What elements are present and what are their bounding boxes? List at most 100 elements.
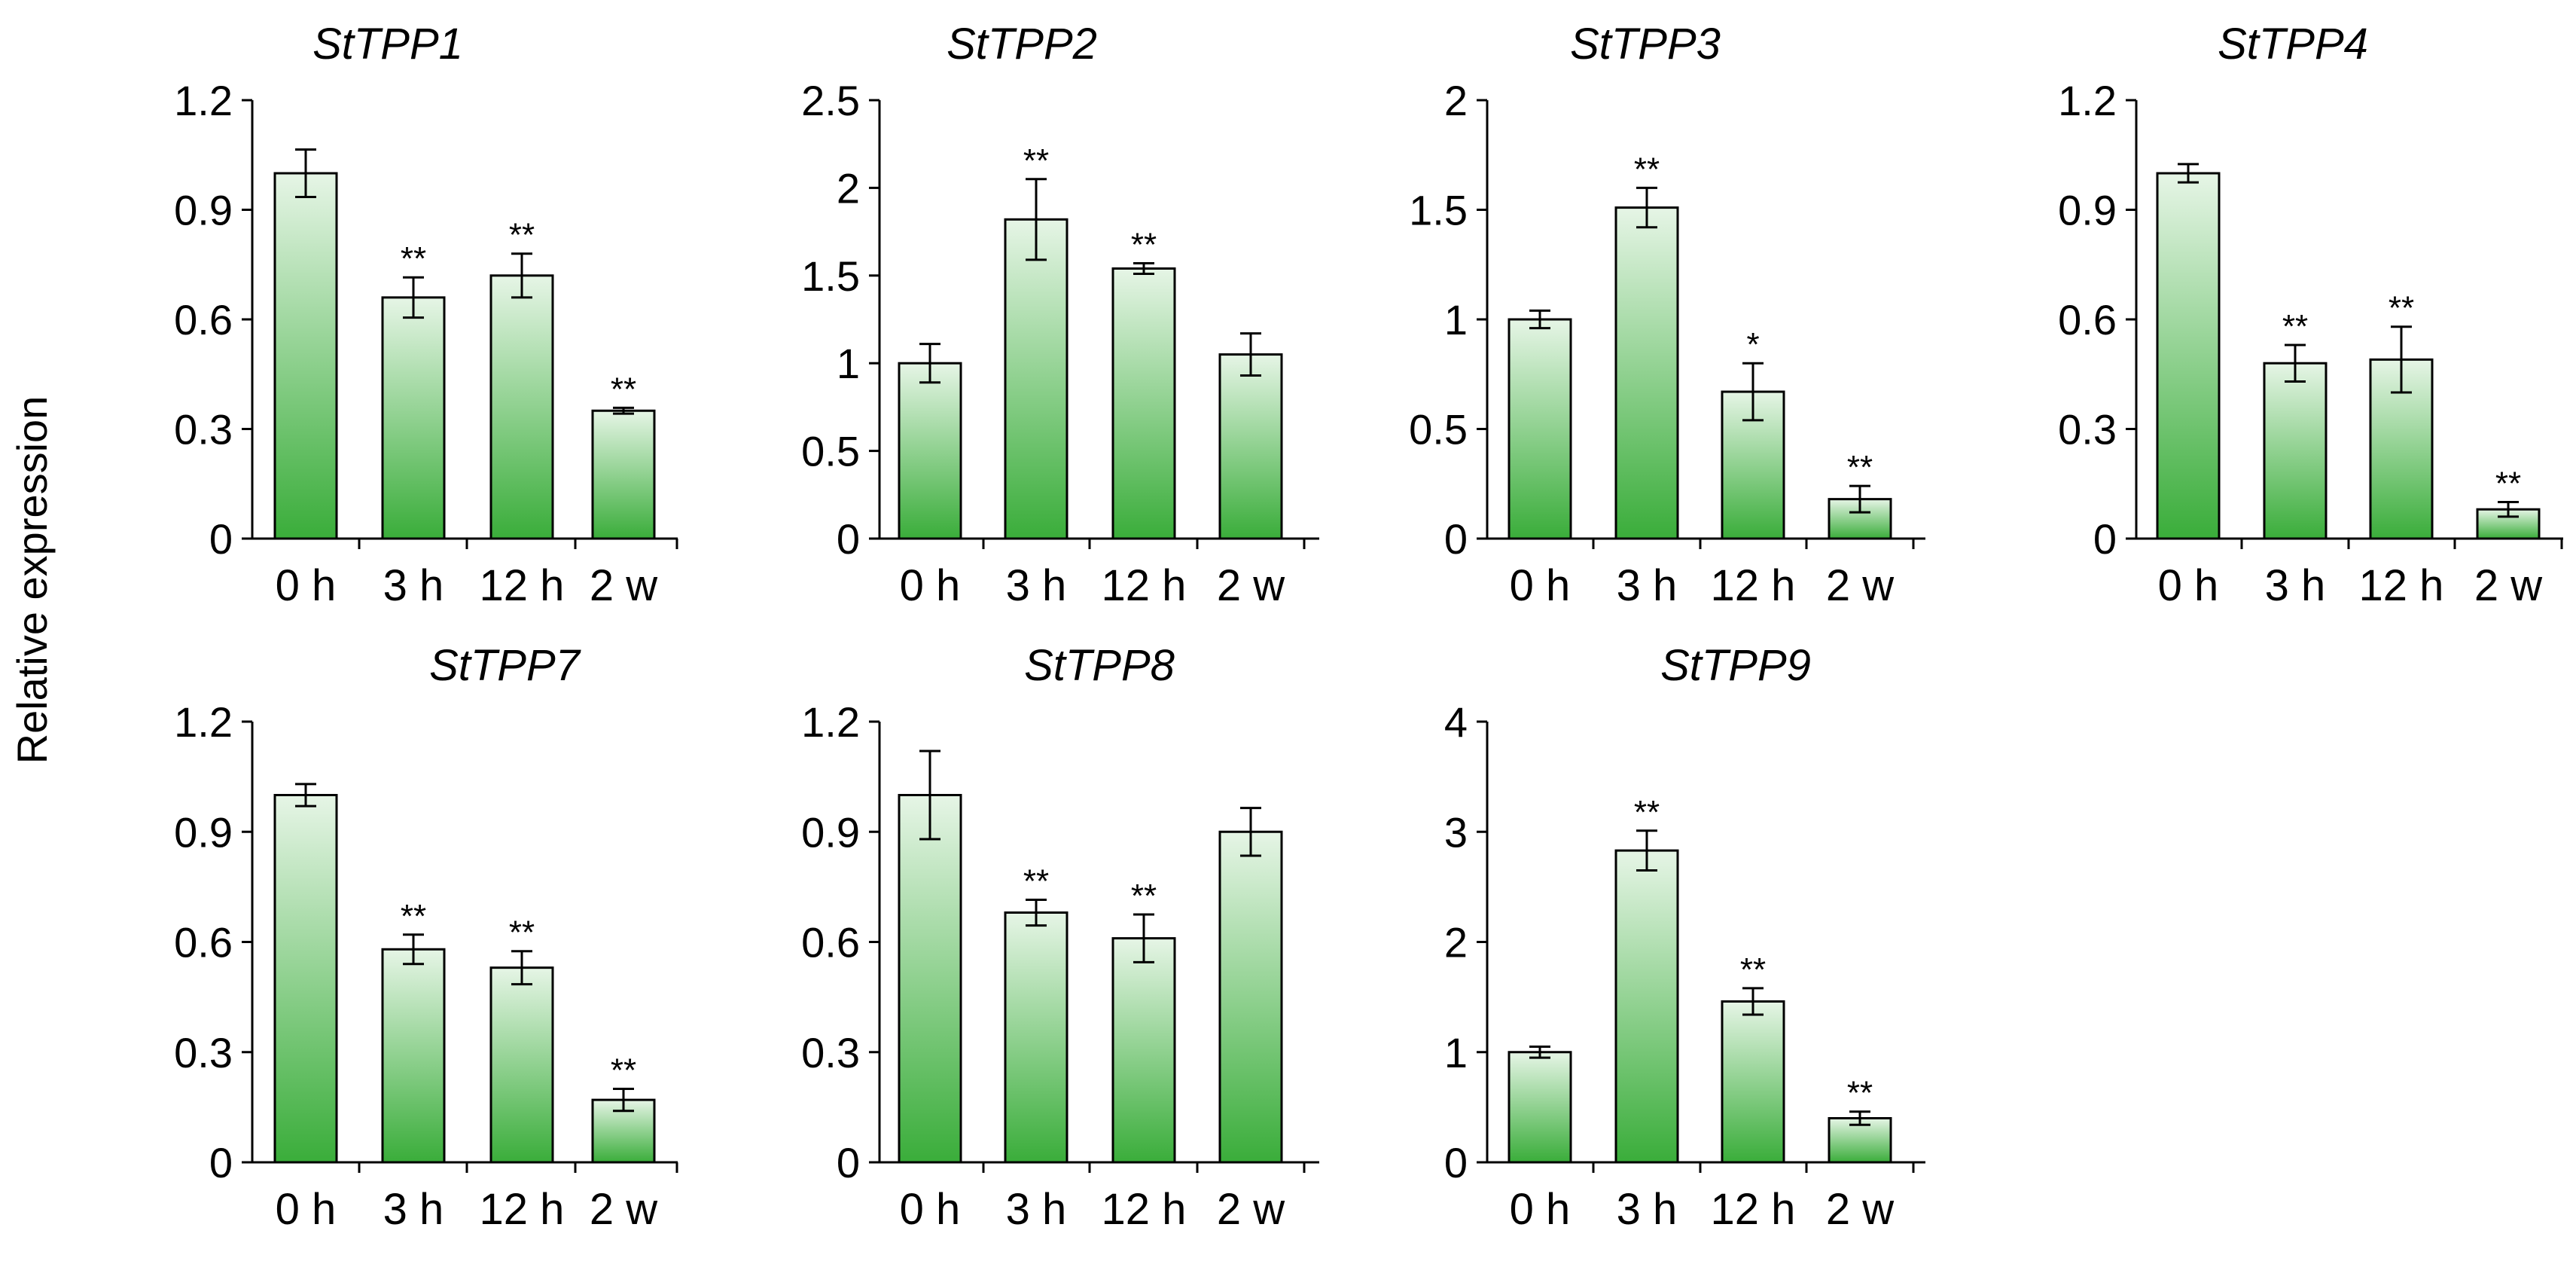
x-category-label: 2 w [2474,561,2543,610]
x-category-label: 2 w [590,1185,658,1234]
y-tick-label: 0.3 [801,1029,860,1076]
bar-3h [1614,206,1679,540]
y-tick-label: 4 [1444,698,1468,746]
y-tick-label: 0.5 [1409,406,1468,453]
y-tick-label: 0.3 [174,406,233,453]
bar-12h [1111,267,1176,540]
y-tick-label: 2 [1444,77,1468,124]
significance-label: ** [611,1052,636,1089]
x-category-label: 12 h [1102,561,1187,610]
significance-label: ** [1847,1075,1873,1112]
y-tick-label: 0.9 [2058,187,2117,234]
y-tick-label: 0.5 [801,428,860,475]
bar-12h [489,274,554,540]
bar-0h [1507,318,1572,540]
y-tick-label: 0 [1444,515,1468,563]
x-category-label: 12 h [2359,561,2444,610]
bar-12h [489,966,554,1164]
x-category-label: 12 h [1102,1185,1187,1234]
y-tick-label: 0.6 [174,296,233,343]
x-category-label: 2 w [1217,1185,1285,1234]
significance-label: ** [509,217,535,254]
bar-12h [1721,1000,1785,1164]
y-axis-label: Relative expression [8,396,56,765]
bar-3h [381,948,446,1164]
x-category-label: 0 h [2158,561,2219,610]
y-tick-label: 0 [209,1139,233,1186]
significance-label: ** [1634,794,1660,831]
y-tick-label: 0.6 [174,919,233,966]
x-category-label: 2 w [1217,561,1285,610]
x-category-label: 0 h [276,561,337,610]
significance-label: ** [2389,290,2414,327]
chart-panel-StTPP9: StTPP9 0 1 2 3 4 0 h ** 3 h ** 12 h ** 2 w [1444,641,1925,1234]
chart-panel-StTPP4: StTPP4 0 0.3 0.6 0.9 1.2 0 h ** 3 h ** 12 h ** 2 w [2058,20,2563,610]
bar-3h [381,296,446,540]
significance-label: ** [1023,142,1049,179]
significance-label: * [1746,326,1759,363]
panel-title: StTPP7 [429,641,582,690]
y-tick-label: 1.2 [2058,77,2117,124]
significance-label: ** [401,240,426,277]
chart-panel-StTPP7: StTPP7 0 0.3 0.6 0.9 1.2 0 h ** 3 h ** 12 h ** 2 w [174,641,678,1234]
x-category-label: 3 h [383,561,444,610]
chart-panel-StTPP8: StTPP8 0 0.3 0.6 0.9 1.2 0 h ** 3 h ** 12 h 2 w [801,641,1319,1234]
y-tick-label: 0 [209,515,233,563]
panel-title: StTPP2 [947,20,1097,69]
x-category-label: 2 w [590,561,658,610]
panel-title: StTPP3 [1570,20,1721,69]
x-category-label: 0 h [276,1185,337,1234]
significance-label: ** [1847,449,1873,486]
bar-3h [1614,849,1679,1164]
x-category-label: 2 w [1826,1185,1895,1234]
y-tick-label: 0.9 [801,808,860,856]
y-tick-label: 0.9 [174,187,233,234]
bar-0h [2156,172,2221,540]
x-category-label: 12 h [480,561,565,610]
x-category-label: 0 h [1510,561,1571,610]
bar-3h [1004,911,1069,1164]
panel-title: StTPP8 [1024,641,1175,690]
y-tick-label: 0.6 [2058,296,2117,343]
y-tick-label: 0 [837,515,860,563]
y-tick-label: 1 [1444,1029,1468,1076]
bar-0h [273,794,338,1164]
x-category-label: 0 h [1510,1185,1571,1234]
y-tick-label: 0.3 [174,1029,233,1076]
panel-title: StTPP4 [2218,20,2368,69]
panel-title: StTPP9 [1660,641,1811,690]
bar-2w [591,409,656,540]
y-tick-label: 1.5 [801,252,860,300]
x-category-label: 2 w [1826,561,1895,610]
x-category-label: 12 h [1711,1185,1796,1234]
significance-label: ** [2282,308,2308,345]
bar-0h [273,172,338,540]
significance-label: ** [401,898,426,935]
y-tick-label: 2 [837,164,860,212]
bar-0h [1507,1051,1572,1164]
chart-panel-StTPP2: StTPP2 0 0.5 1 1.5 2 2.5 0 h ** 3 h ** 12 h 2 w [801,20,1319,610]
y-tick-label: 2 [1444,919,1468,966]
y-tick-label: 1 [837,340,860,387]
x-category-label: 0 h [900,1185,961,1234]
bar-2w [1218,353,1283,540]
y-tick-label: 1 [1444,296,1468,343]
bar-3h [1004,218,1069,540]
significance-label: ** [1023,862,1049,899]
x-category-label: 3 h [1006,1185,1067,1234]
significance-label: ** [1131,878,1157,914]
x-category-label: 3 h [1006,561,1067,610]
significance-label: ** [1740,951,1766,988]
panel-title: StTPP1 [312,20,463,69]
y-tick-label: 1.2 [174,698,233,746]
bar-12h [1111,937,1176,1164]
y-tick-label: 0.6 [801,919,860,966]
x-category-label: 3 h [1617,1185,1678,1234]
significance-label: ** [2495,466,2521,502]
x-category-label: 12 h [1711,561,1796,610]
y-tick-label: 0.9 [174,808,233,856]
y-tick-label: 3 [1444,808,1468,856]
y-tick-label: 0 [1444,1139,1468,1186]
